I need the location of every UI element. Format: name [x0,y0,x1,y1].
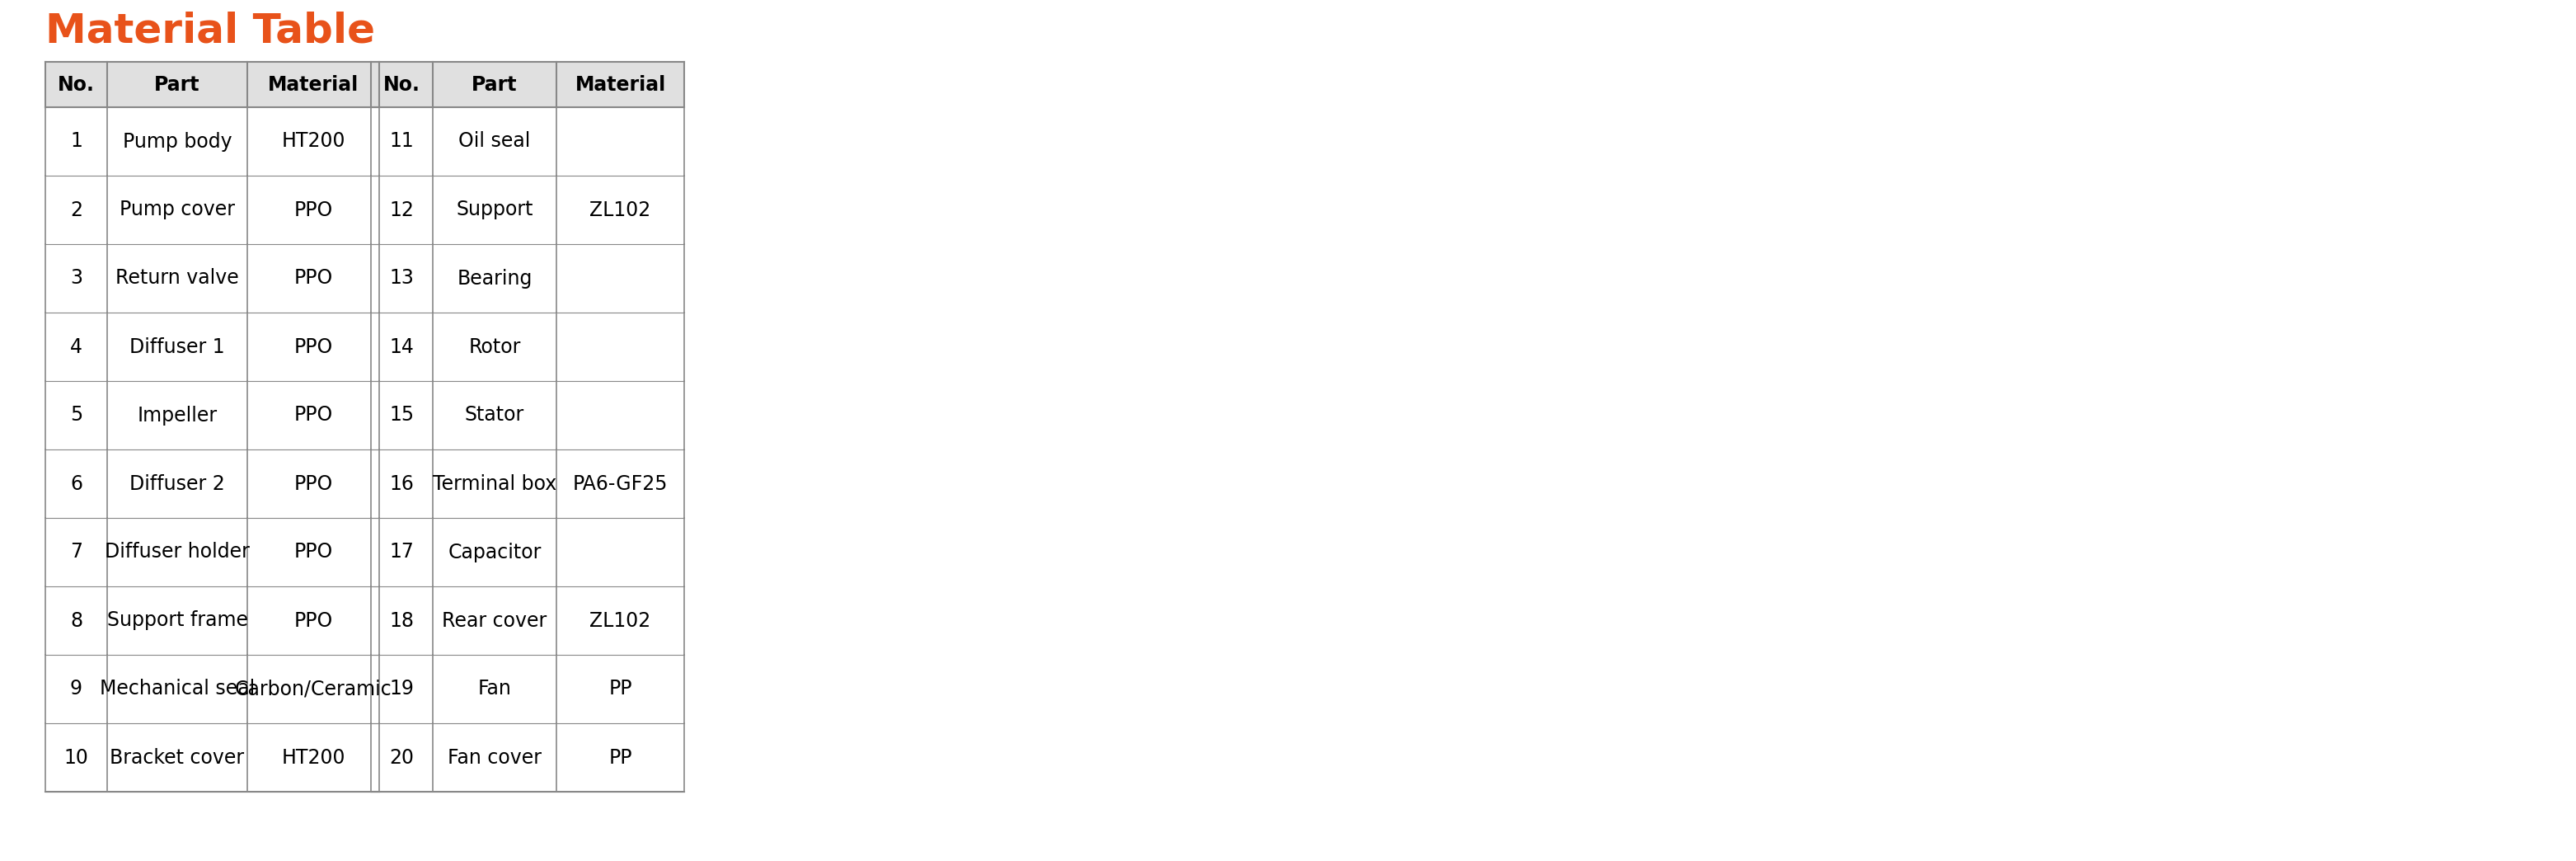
FancyBboxPatch shape [46,62,379,108]
Text: Rotor: Rotor [469,337,520,356]
Text: PP: PP [608,747,631,767]
Text: 13: 13 [389,269,415,288]
Text: Part: Part [471,75,518,95]
Text: PPO: PPO [294,337,332,356]
Text: PP: PP [608,679,631,699]
Text: 4: 4 [70,337,82,356]
Text: No.: No. [57,75,95,95]
Text: Mechanical seal: Mechanical seal [100,679,255,699]
Text: No.: No. [384,75,420,95]
Text: 9: 9 [70,679,82,699]
Text: 18: 18 [389,610,415,630]
Text: 3: 3 [70,269,82,288]
Text: 2: 2 [70,200,82,220]
Text: 6: 6 [70,474,82,493]
Text: 19: 19 [389,679,415,699]
Text: 8: 8 [70,610,82,630]
Text: PPO: PPO [294,406,332,425]
Text: Part: Part [155,75,201,95]
Text: PPO: PPO [294,542,332,562]
Text: Oil seal: Oil seal [459,132,531,152]
Text: Rear cover: Rear cover [443,610,546,630]
Text: Fan: Fan [477,679,513,699]
Text: PPO: PPO [294,474,332,493]
Text: Support frame: Support frame [106,610,247,630]
Text: Diffuser 1: Diffuser 1 [129,337,224,356]
Text: 20: 20 [389,747,415,767]
Text: 12: 12 [389,200,415,220]
Text: PPO: PPO [294,610,332,630]
Text: Support: Support [456,200,533,220]
Text: Carbon/Ceramic: Carbon/Ceramic [234,679,392,699]
Text: 5: 5 [70,406,82,425]
Text: 11: 11 [389,132,415,152]
Text: ZL102: ZL102 [590,610,652,630]
Text: 1: 1 [70,132,82,152]
Text: HT200: HT200 [281,747,345,767]
Text: 16: 16 [389,474,415,493]
Text: Capacitor: Capacitor [448,542,541,562]
Text: Diffuser 2: Diffuser 2 [129,474,224,493]
Text: PPO: PPO [294,200,332,220]
Text: Diffuser holder: Diffuser holder [106,542,250,562]
Text: Stator: Stator [464,406,526,425]
FancyBboxPatch shape [371,62,685,108]
Text: ZL102: ZL102 [590,200,652,220]
Text: HT200: HT200 [281,132,345,152]
Text: Return valve: Return valve [116,269,240,288]
Text: Pump body: Pump body [124,132,232,152]
Text: Fan cover: Fan cover [448,747,541,767]
Text: PPO: PPO [294,269,332,288]
Text: 10: 10 [64,747,88,767]
Text: 7: 7 [70,542,82,562]
Text: Pump cover: Pump cover [118,200,234,220]
Text: Material: Material [574,75,665,95]
Text: Bracket cover: Bracket cover [111,747,245,767]
Text: PA6-GF25: PA6-GF25 [572,474,667,493]
Text: Impeller: Impeller [137,406,216,425]
Text: Material: Material [268,75,358,95]
Text: Bearing: Bearing [456,269,533,288]
Text: Material Table: Material Table [46,11,376,51]
Text: Terminal box: Terminal box [433,474,556,493]
Text: 15: 15 [389,406,415,425]
Text: 17: 17 [389,542,415,562]
Text: 14: 14 [389,337,415,356]
